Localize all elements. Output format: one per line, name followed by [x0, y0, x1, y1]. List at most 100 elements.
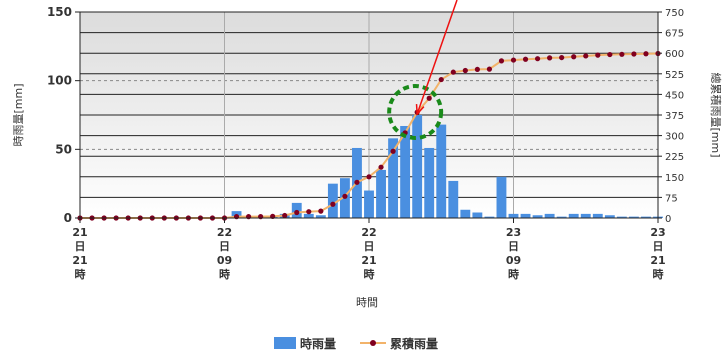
- rain-bar: [436, 124, 447, 218]
- x-tick-label: 日: [653, 240, 664, 253]
- rain-bar: [592, 213, 603, 218]
- x-tick-label: 21: [650, 254, 665, 267]
- cumulative-point: [450, 69, 456, 75]
- cumulative-point: [583, 53, 589, 59]
- rain-bar: [532, 215, 543, 218]
- rain-bar: [472, 212, 483, 218]
- y2-tick-label: 75: [665, 193, 678, 204]
- legend-swatch-marker: [370, 340, 376, 346]
- rain-bar: [412, 115, 423, 218]
- highlight-circle: [387, 84, 444, 140]
- cumulative-point: [306, 209, 312, 215]
- y2-tick-label: 375: [665, 111, 684, 122]
- cumulative-point: [426, 95, 432, 101]
- rain-bar: [484, 216, 495, 218]
- x-tick-label: 23: [506, 226, 521, 239]
- cumulative-point: [534, 56, 541, 62]
- y-tick-label: 100: [47, 74, 72, 88]
- cumulative-point: [619, 51, 625, 57]
- rain-bar: [580, 213, 591, 218]
- y-tick-label: 150: [47, 5, 72, 19]
- rain-bar: [496, 176, 507, 218]
- rain-bar: [556, 216, 567, 218]
- rain-bar: [376, 169, 386, 218]
- cumulative-point: [330, 201, 336, 207]
- x-tick-label: 日: [508, 240, 519, 253]
- rain-bar: [544, 213, 555, 218]
- x-tick-label: 23: [650, 226, 665, 239]
- x-tick-label: 時: [219, 267, 230, 281]
- rain-bar: [448, 180, 459, 218]
- x-tick-label: 21: [361, 254, 376, 267]
- x-tick-label: 21: [72, 226, 87, 239]
- rain-bar: [303, 213, 314, 218]
- y2-tick-label: 0: [665, 214, 671, 225]
- legend-label-bars: 時雨量: [300, 336, 336, 351]
- x-axis-label: 時間: [356, 296, 378, 309]
- x-tick-label: 22: [361, 226, 376, 239]
- y2-tick-label: 750: [665, 8, 684, 19]
- y-tick-label: 0: [64, 211, 72, 225]
- cumulative-point: [282, 212, 288, 219]
- x-tick-label: 日: [75, 240, 86, 253]
- legend: 時雨量 累積雨量: [274, 336, 438, 351]
- y2-tick-label: 600: [665, 49, 684, 60]
- cumulative-point: [547, 55, 553, 61]
- y2-axis-label: 總累積雨量[mm]: [709, 72, 723, 157]
- right-y-ticks: 0 75 150 225 300 375 450 525 600 675 750: [658, 8, 684, 225]
- cumulative-point: [631, 51, 637, 57]
- x-tick-label: 22: [217, 226, 232, 239]
- rain-bar: [616, 216, 627, 218]
- left-y-ticks: 0 50 100 150: [47, 5, 80, 225]
- rain-bar: [315, 215, 326, 218]
- y2-tick-label: 675: [665, 29, 684, 40]
- annotation-arrow: [416, 0, 458, 115]
- x-tick-label: 21: [72, 254, 87, 267]
- x-tick-label: 09: [217, 254, 232, 267]
- cumulative-point: [354, 179, 360, 185]
- cumulative-point: [571, 54, 577, 60]
- rain-bar: [364, 190, 374, 218]
- cumulative-point: [498, 58, 505, 64]
- cumulative-point: [342, 193, 348, 199]
- x-tick-label: 09: [506, 254, 521, 267]
- annotation-arrowhead: [415, 103, 425, 116]
- cumulative-point: [390, 148, 396, 154]
- cumulative-point: [607, 51, 613, 58]
- cumulative-point: [378, 164, 384, 170]
- cumulative-point: [510, 57, 517, 63]
- y2-tick-label: 450: [665, 90, 684, 101]
- cumulative-point: [318, 208, 324, 214]
- rain-bar: [460, 209, 471, 218]
- rain-bar: [424, 147, 435, 218]
- x-tick-label: 時: [75, 267, 86, 281]
- y2-tick-label: 300: [665, 132, 684, 143]
- annotations: [387, 0, 458, 140]
- rain-bar: [400, 125, 411, 218]
- cumulative-point: [522, 56, 529, 62]
- y-tick-label: 50: [55, 142, 72, 156]
- cumulative-point: [294, 209, 300, 216]
- cumulative-point: [595, 52, 601, 58]
- cumulative-point: [486, 66, 493, 72]
- y2-tick-label: 225: [665, 152, 684, 163]
- cumulative-point: [438, 76, 444, 83]
- y-axis-label: 時雨量[mm]: [12, 83, 25, 146]
- rain-bar: [641, 216, 651, 218]
- rain-bar: [628, 216, 639, 218]
- cumulative-point: [474, 66, 480, 73]
- rain-bar: [604, 215, 615, 218]
- x-tick-label: 日: [364, 240, 375, 253]
- cumulative-point: [559, 54, 565, 61]
- y2-tick-label: 525: [665, 70, 684, 81]
- x-tick-label: 時: [364, 267, 375, 281]
- rain-bar: [568, 213, 579, 218]
- cumulative-point: [643, 51, 649, 57]
- x-tick-label: 日: [219, 240, 230, 253]
- x-tick-label: 時: [508, 267, 519, 281]
- rain-bar: [388, 138, 399, 218]
- cumulative-point: [366, 174, 372, 180]
- cumulative-point: [462, 67, 468, 74]
